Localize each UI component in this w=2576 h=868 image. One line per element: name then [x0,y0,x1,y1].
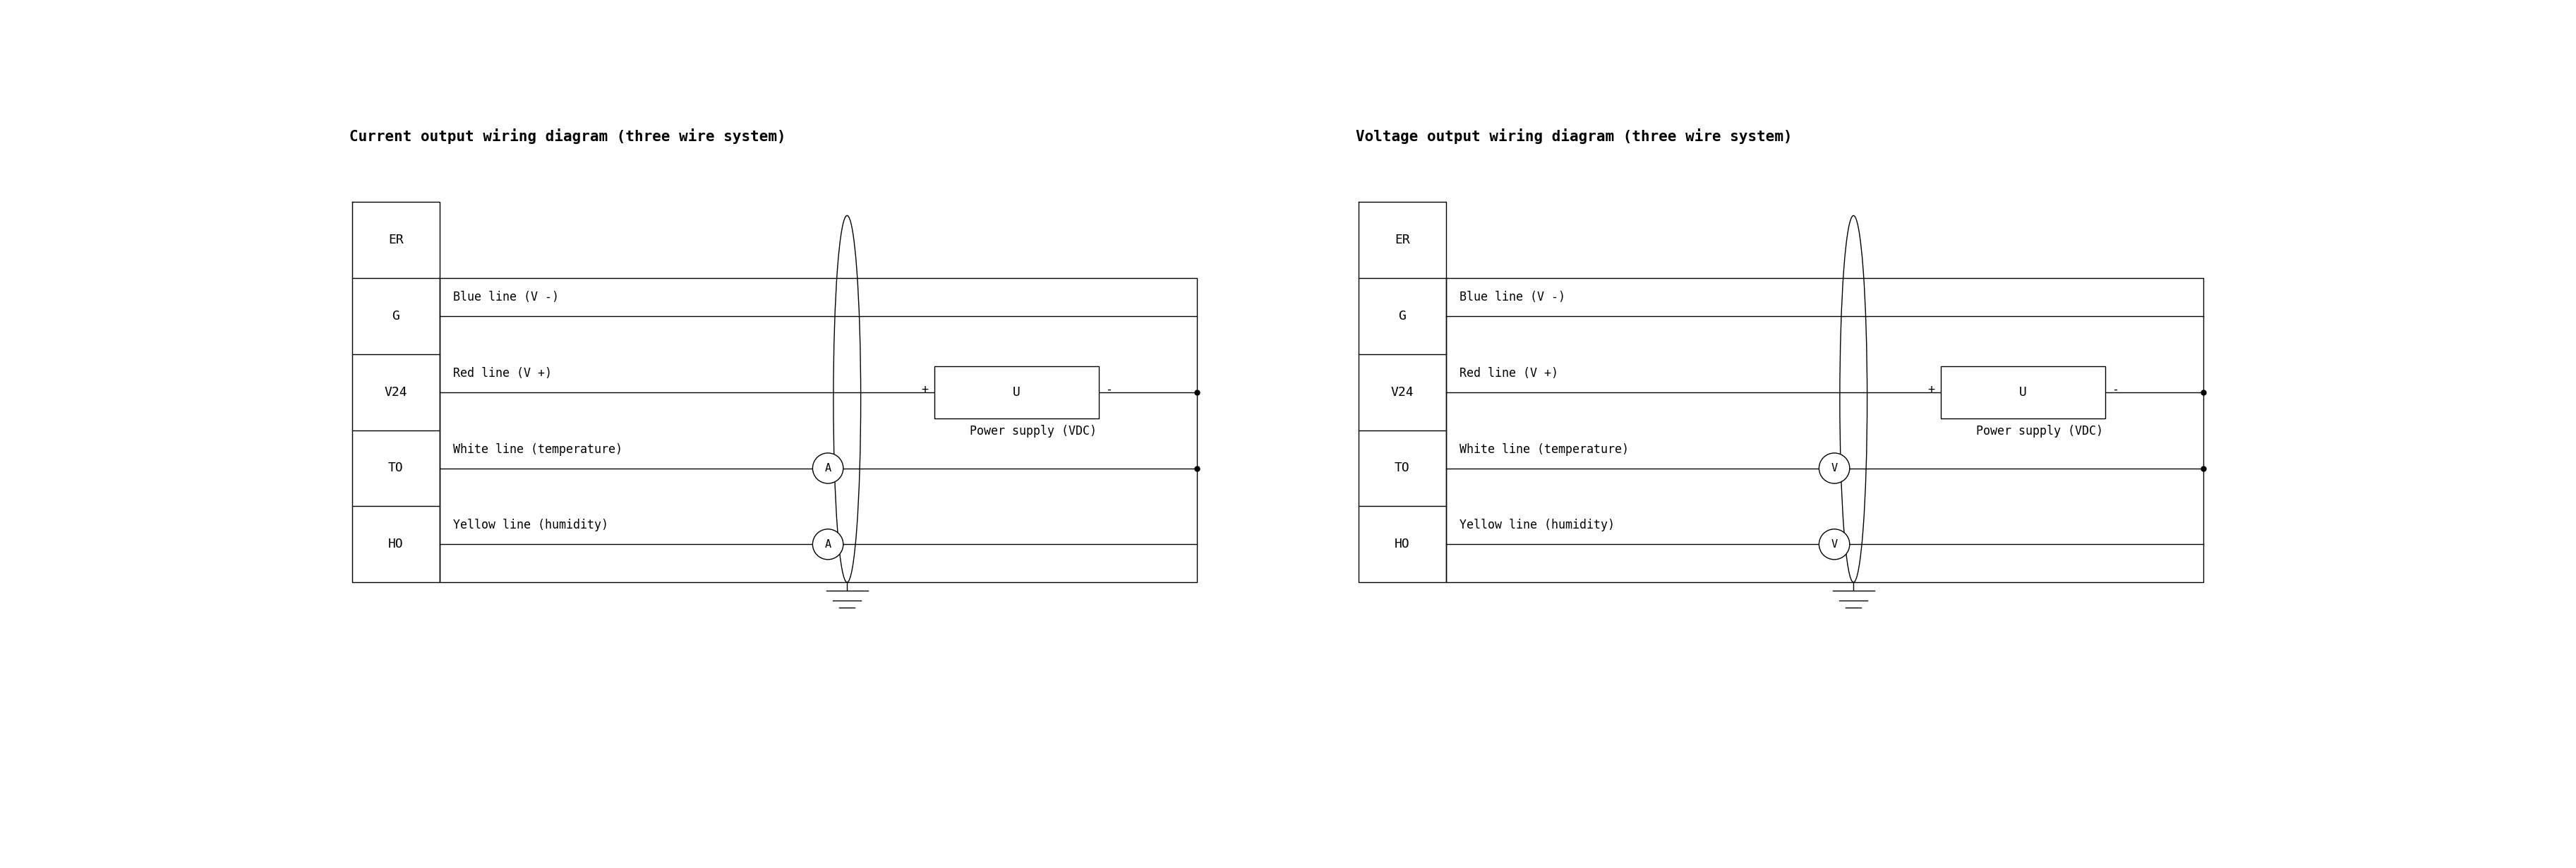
Text: Power supply (VDC): Power supply (VDC) [969,424,1097,437]
Text: Current output wiring diagram (three wire system): Current output wiring diagram (three wir… [350,128,786,144]
Text: +: + [1927,383,1935,396]
Text: Red line (V +): Red line (V +) [1461,367,1558,379]
Circle shape [811,453,842,483]
Text: V: V [1832,539,1837,549]
Text: +: + [922,383,927,396]
Text: Red line (V +): Red line (V +) [453,367,551,379]
Circle shape [1819,529,1850,560]
Text: TO: TO [389,462,404,475]
Text: Blue line (V -): Blue line (V -) [453,291,559,304]
Text: TO: TO [1394,462,1409,475]
Text: A: A [824,539,832,549]
Text: White line (temperature): White line (temperature) [1461,443,1628,456]
Text: V24: V24 [384,385,407,398]
Text: White line (temperature): White line (temperature) [453,443,623,456]
Text: Power supply (VDC): Power supply (VDC) [1976,424,2102,437]
Text: Voltage output wiring diagram (three wire system): Voltage output wiring diagram (three wir… [1355,128,1793,144]
Circle shape [811,529,842,560]
Text: ER: ER [1394,233,1409,247]
Polygon shape [1940,366,2105,418]
Text: U: U [2020,385,2027,398]
Text: -: - [2112,383,2117,396]
Text: -: - [1105,383,1113,396]
Text: U: U [1012,385,1020,398]
Text: A: A [824,463,832,474]
Text: HO: HO [1394,538,1409,550]
Text: V24: V24 [1391,385,1414,398]
Text: Yellow line (humidity): Yellow line (humidity) [453,519,608,531]
Text: Yellow line (humidity): Yellow line (humidity) [1461,519,1615,531]
Polygon shape [935,366,1100,418]
Text: ER: ER [389,233,404,247]
Text: HO: HO [389,538,404,550]
Text: G: G [392,310,399,322]
Text: Blue line (V -): Blue line (V -) [1461,291,1566,304]
Text: G: G [1399,310,1406,322]
Text: V: V [1832,463,1837,474]
Circle shape [1819,453,1850,483]
